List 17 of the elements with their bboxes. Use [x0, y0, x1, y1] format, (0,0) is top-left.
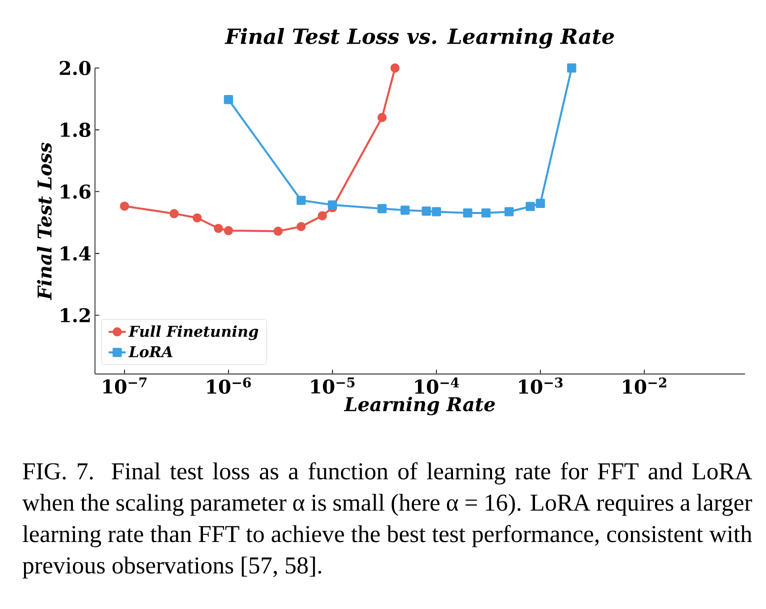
y-tick-label: 1.2: [60, 308, 90, 322]
y-tick-label: 2.0: [60, 60, 91, 76]
legend-label: Full Finetuning: [128, 325, 258, 340]
x-tick-label: 10$^{−7}$: [103, 378, 147, 394]
x-tick-label: 10$^{−6}$: [207, 378, 251, 394]
legend-label: LoRA: [128, 346, 172, 358]
x-tick-label: 10$^{−5}$: [311, 378, 355, 394]
y-tick-label: 1.4: [60, 246, 91, 261]
caption: FIG. 7. Final test loss as a function of learning rate for FFT and LoRA when the scaling parameter α is small (here α = 16). LoRA requires a larger learning rate than FFT to achieve the best test performance, consistent with previous observations [57, 58].: [22, 462, 752, 579]
x-tick-label: 10$^{−2}$: [623, 378, 666, 394]
x-axis-title: Learning Rate: [344, 396, 495, 416]
x-tick-label: 10$^{−4}$: [415, 378, 459, 394]
y-tick-label: 1.6: [60, 184, 90, 199]
y-axis-title: Final Test Loss: [37, 142, 52, 300]
chart-title: Final Test Loss vs. Learning Rate: [224, 28, 614, 48]
x-tick-label: 10$^{−3}$: [519, 378, 563, 394]
y-tick-label: 1.8: [60, 122, 90, 137]
